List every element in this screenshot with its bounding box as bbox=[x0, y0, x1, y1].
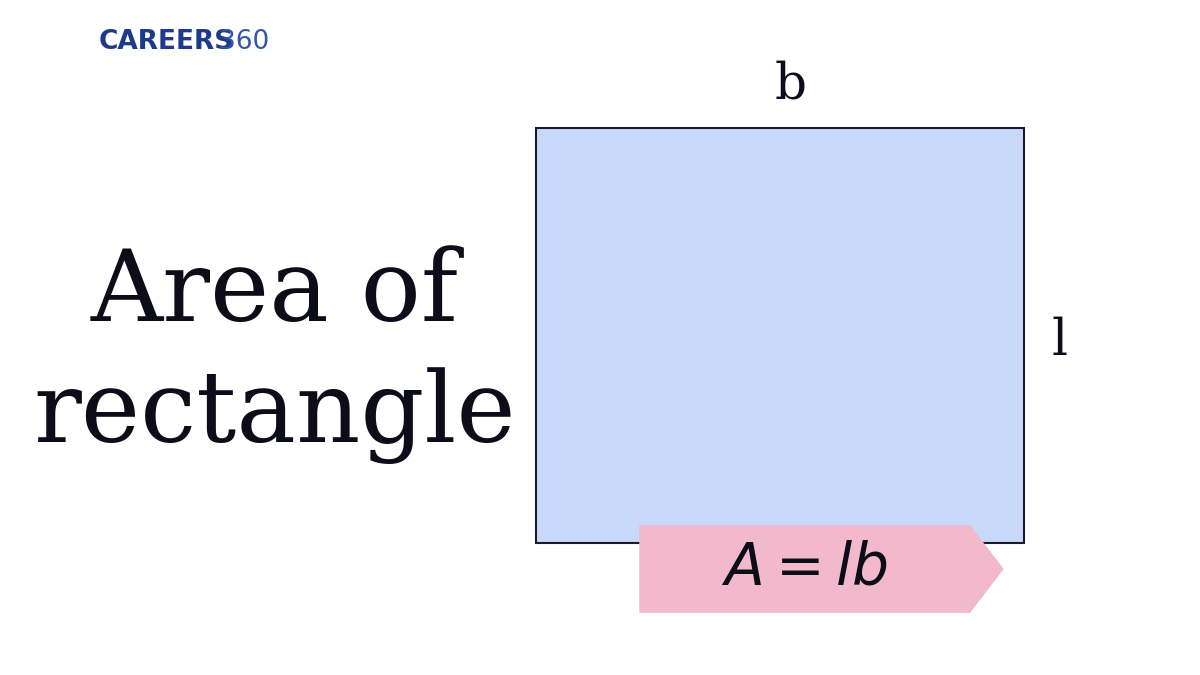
Text: l: l bbox=[1052, 316, 1068, 366]
Text: CAREERS: CAREERS bbox=[98, 29, 234, 55]
Text: 360: 360 bbox=[218, 29, 269, 55]
Text: rectangle: rectangle bbox=[34, 367, 516, 464]
Polygon shape bbox=[640, 525, 1003, 613]
Text: Area of: Area of bbox=[91, 246, 458, 342]
Text: b: b bbox=[775, 59, 806, 109]
Text: $A = lb$: $A = lb$ bbox=[721, 541, 888, 597]
FancyBboxPatch shape bbox=[536, 128, 1024, 543]
